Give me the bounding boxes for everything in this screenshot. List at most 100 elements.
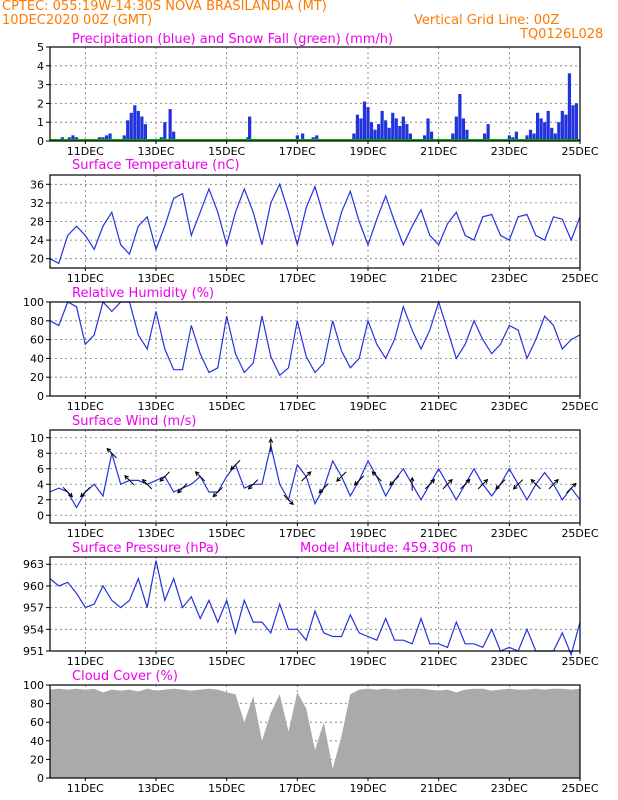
wind-arrow-shaft [124, 475, 135, 486]
xlabel-15dec: 15DEC [208, 527, 245, 540]
precip-bar [140, 116, 144, 141]
wind-arrow-shaft [442, 479, 453, 490]
wind-arrow-head [141, 478, 147, 484]
grid-note: Vertical Grid Line: 00Z [414, 13, 560, 28]
wind-arrow-shaft [477, 479, 488, 490]
precip-bar [387, 127, 391, 141]
wind-arrow-head [177, 488, 182, 494]
wind-arrow [442, 478, 453, 490]
wind-arrow [247, 479, 259, 490]
xlabel-23dec: 23DEC [491, 782, 528, 795]
precip-bar [507, 135, 511, 141]
panel-title: Surface Pressure (hPa) [72, 541, 219, 556]
wind-arrow-head [495, 484, 500, 490]
wind-arrow [495, 479, 506, 490]
xlabel-17dec: 17DEC [279, 782, 316, 795]
xlabel-13dec: 13DEC [137, 527, 174, 540]
precip-bar [426, 118, 430, 141]
run-date: 10DEC2020 00Z (GMT) [2, 13, 153, 28]
xlabel-17dec: 17DEC [279, 272, 316, 285]
precip-bar [168, 109, 172, 141]
wind-arrow-shaft [460, 479, 471, 490]
wind-arrow [212, 487, 223, 498]
xlabel-23dec: 23DEC [491, 272, 528, 285]
wind-arrow-head [448, 478, 453, 484]
precip-bar [104, 135, 109, 141]
ylabel-pres: 963 [23, 558, 44, 571]
wind-arrow [318, 483, 329, 494]
precip-bar [391, 112, 395, 141]
wind-arrow-head [79, 492, 85, 498]
wind-arrow-shaft [142, 479, 153, 490]
ylabel-cloud: 40 [30, 735, 44, 748]
series-line [49, 182, 581, 265]
xlabel-25dec: 25DEC [561, 400, 598, 413]
panel-frame [49, 556, 581, 652]
ylabel-rh: 40 [30, 352, 44, 365]
xlabel-13dec: 13DEC [137, 145, 174, 158]
ylabel-rh: 60 [30, 334, 44, 347]
wind-arrow [79, 487, 91, 498]
xlabel-13dec: 13DEC [137, 400, 174, 413]
wind-arrow-shaft [336, 471, 347, 482]
xlabel-11dec: 11DEC [67, 527, 104, 540]
wind-arrow-head [353, 480, 359, 486]
wind-arrow [230, 459, 241, 471]
wind-arrow-shaft [301, 471, 312, 482]
precip-bar [567, 73, 571, 141]
xlabel-17dec: 17DEC [279, 527, 316, 540]
xlabel-17dec: 17DEC [279, 145, 316, 158]
xlabel-19dec: 19DEC [349, 782, 386, 795]
panel-title: Cloud Cover (%) [72, 669, 178, 684]
xlabel-19dec: 19DEC [349, 400, 386, 413]
station-info: CPTEC: 055:19W-14:30S NOVA BRASILANDIA (… [2, 0, 327, 14]
precip-bar [369, 122, 374, 141]
series-line [49, 560, 581, 657]
wind-arrow-shaft [548, 479, 559, 490]
wind-arrow [530, 478, 541, 490]
precip-bar [136, 110, 140, 141]
precip-bar [557, 122, 561, 141]
xlabel-25dec: 25DEC [561, 782, 598, 795]
ylabel-precip: 2 [37, 97, 44, 110]
panel-title: Surface Wind (m/s) [72, 414, 196, 429]
wind-arrow [283, 494, 294, 506]
wind-arrow [336, 471, 347, 482]
wind-arrow-head [371, 471, 377, 476]
precip-bar [528, 129, 533, 141]
precip-bar [355, 114, 359, 141]
wind-arrow-head [571, 482, 577, 488]
wind-arrow [177, 483, 188, 494]
panel-4: 0 2 4 6 8 10 11DEC 13DEC 15DEC 17DEC 19DEC 21DEC 23D… [30, 414, 599, 540]
wind-arrow [477, 478, 489, 490]
wind-arrow-shaft [283, 494, 294, 505]
wind-arrow-head [68, 492, 74, 498]
precip-bar [401, 116, 405, 141]
wind-arrow [301, 471, 312, 482]
precip-bar [71, 135, 75, 141]
cloud-area [50, 688, 580, 778]
wind-arrow-shaft [62, 487, 73, 497]
precip-bar [362, 101, 367, 141]
ylabel-temp: 20 [30, 253, 44, 266]
xlabel-19dec: 19DEC [349, 655, 386, 668]
wind-arrow-shaft [159, 471, 170, 482]
panel-frame [49, 301, 581, 397]
wind-arrow-head [106, 447, 112, 453]
wind-arrow-head [212, 492, 218, 498]
panel-title: Relative Humidity (%) [72, 286, 214, 301]
precip-bar [461, 118, 465, 141]
panel-title: Surface Temperature (nC) [72, 158, 240, 173]
xlabel-11dec: 11DEC [67, 145, 104, 158]
panel-2: 20 24 28 32 36 11DEC 13DEC 15DEC 17DEC 19DEC 21DEC… [30, 158, 599, 285]
xlabel-23dec: 23DEC [491, 400, 528, 413]
wind-arrow-head [430, 478, 436, 484]
precip-bar [315, 135, 319, 141]
panel-frame [49, 429, 581, 524]
wind-arrow [548, 478, 559, 490]
precip-bar [454, 116, 458, 141]
xlabel-15dec: 15DEC [208, 145, 245, 158]
ylabel-rh: 100 [23, 296, 44, 309]
wind-arrow-shaft [354, 475, 365, 486]
ylabel-temp: 36 [30, 178, 44, 191]
